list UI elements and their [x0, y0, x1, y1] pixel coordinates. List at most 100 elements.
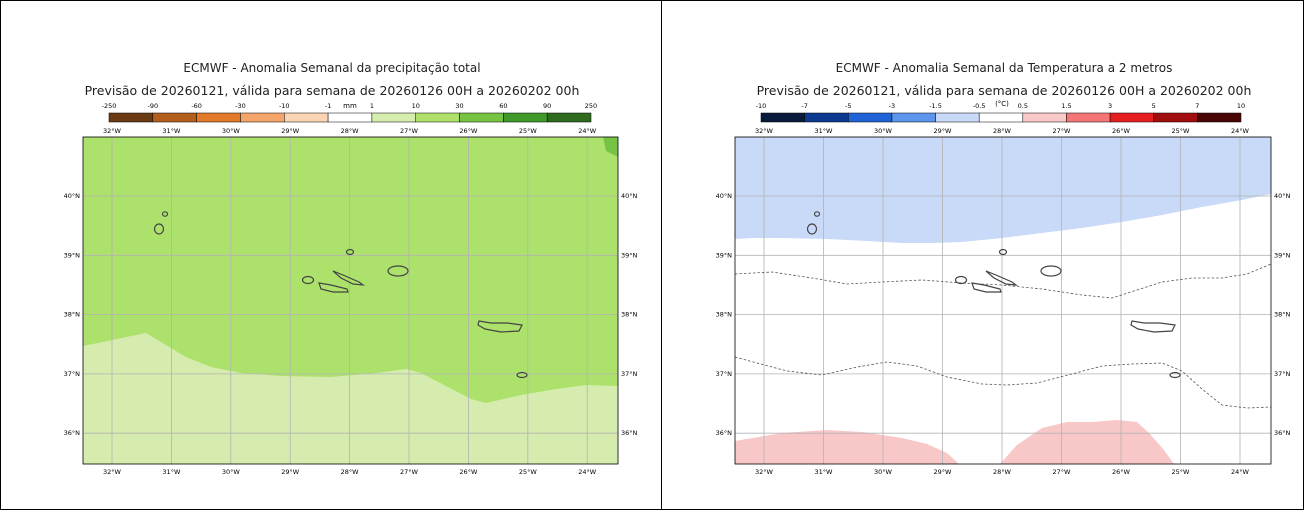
longitude-label: 32°W: [755, 127, 774, 135]
longitude-label: 25°W: [519, 468, 538, 476]
colorbar-segment: [503, 112, 548, 123]
latitude-labels: 40°N 40°N 39°N 39°N 38°N 38°N 37°N 37°N 36°N 36°N: [64, 192, 638, 437]
latitude-label: 39°N: [64, 251, 81, 259]
colorbar-unit: mm: [343, 102, 357, 110]
island-corvo: [161, 211, 169, 217]
longitude-label: 30°W: [874, 468, 893, 476]
island-pico: [971, 282, 1002, 293]
north-cold-anomaly-region: [735, 137, 1271, 243]
longitude-label: 24°W: [1231, 127, 1250, 135]
longitude-label: 27°W: [400, 468, 419, 476]
island-graciosa: [345, 248, 355, 256]
colorbar-tick-label: 60: [499, 102, 507, 110]
colorbar-segment: [1153, 112, 1198, 123]
precipitation-map: [82, 136, 619, 465]
temperature-panel: ECMWF - Anomalia Semanal da Temperatura …: [662, 0, 1304, 510]
colorbar-segment: [546, 112, 592, 123]
temperature-colorbar: -10 -7 -5 -3 -1.5 -0.5 0.5 1.5 3 5 7 10: [756, 102, 1245, 123]
southwest-warm-anomaly-region: [735, 430, 959, 464]
island-santa-maria: [516, 371, 528, 379]
colorbar-segment: [284, 112, 329, 123]
colorbar-segment: [891, 112, 936, 123]
temperature-map: [734, 136, 1272, 465]
colorbar-segment: [804, 112, 849, 123]
colorbar-segment: [240, 112, 285, 123]
island-corvo: [813, 211, 821, 217]
island-sao-jorge: [332, 270, 366, 286]
island-terceira: [1040, 265, 1062, 277]
longitude-label: 26°W: [459, 468, 478, 476]
latitude-label: 40°N: [64, 192, 81, 200]
colorbar-tick-label: -10: [279, 102, 290, 110]
longitude-label: 27°W: [1053, 468, 1072, 476]
contour-line-north: [734, 263, 1272, 299]
colorbar-unit: (°C): [995, 100, 1009, 108]
latitude-label: 36°N: [716, 429, 733, 437]
northeast-anomaly-region: [603, 137, 618, 157]
precipitation-panel: ECMWF - Anomalia Semanal da precipitação…: [0, 0, 662, 510]
panel-title: ECMWF - Anomalia Semanal da Temperatura …: [836, 61, 1173, 75]
colorbar-segment: [1109, 112, 1154, 123]
colorbar-tick-label: -10: [756, 102, 767, 110]
island-flores: [806, 223, 818, 235]
latitude-label: 38°N: [1274, 311, 1291, 319]
longitude-label: 25°W: [1172, 127, 1191, 135]
latitude-label: 37°N: [64, 370, 81, 378]
longitude-label: 31°W: [815, 127, 834, 135]
longitude-label: 29°W: [934, 468, 953, 476]
map-gridlines: [735, 137, 1271, 464]
colorbar-segment: [152, 112, 197, 123]
colorbar-tick-label: -0.5: [973, 102, 986, 110]
longitude-label: 25°W: [1172, 468, 1191, 476]
colorbar-tick-label: 1: [370, 102, 374, 110]
colorbar-tick-label: 10: [1237, 102, 1245, 110]
colorbar-tick-label: -1.5: [929, 102, 942, 110]
colorbar-segment: [459, 112, 504, 123]
longitude-label: 32°W: [103, 127, 122, 135]
latitude-label: 37°N: [1274, 370, 1291, 378]
contour-lines: [734, 263, 1272, 409]
colorbar-tick-label: -1: [325, 102, 331, 110]
latitude-label: 36°N: [64, 429, 81, 437]
longitude-label: 32°W: [755, 468, 774, 476]
latitude-label: 36°N: [1274, 429, 1291, 437]
colorbar-segment: [371, 112, 416, 123]
colorbar-tick-label: -5: [845, 102, 851, 110]
colorbar-tick-label: -250: [102, 102, 117, 110]
latitude-label: 40°N: [1274, 192, 1291, 200]
colorbar-segment: [935, 112, 980, 123]
colorbar-tick-label: 0.5: [1018, 102, 1028, 110]
colorbar-segment: [1066, 112, 1111, 123]
longitude-label: 32°W: [103, 468, 122, 476]
longitude-label: 31°W: [162, 127, 181, 135]
island-outlines: [153, 211, 528, 379]
longitude-labels: 32°W 32°W 31°W 31°W 30°W 30°W 29°W 29°W 28°W 28°W…: [755, 127, 1250, 476]
map-frame: [734, 136, 1272, 465]
longitude-label: 30°W: [874, 127, 893, 135]
longitude-label: 27°W: [1053, 127, 1072, 135]
colorbar-segment: [978, 112, 1024, 123]
latitude-label: 39°N: [621, 251, 638, 259]
longitude-label: 28°W: [341, 127, 360, 135]
island-pico: [318, 282, 349, 293]
latitude-label: 38°N: [621, 311, 638, 319]
latitude-label: 36°N: [621, 429, 638, 437]
latitude-label: 39°N: [1274, 251, 1291, 259]
colorbar-segment: [327, 112, 373, 123]
island-faial: [954, 275, 968, 285]
longitude-label: 31°W: [815, 468, 834, 476]
longitude-label: 27°W: [400, 127, 419, 135]
longitude-label: 28°W: [341, 468, 360, 476]
longitude-label: 24°W: [578, 127, 597, 135]
south-warm-anomaly-region: [1000, 420, 1174, 464]
longitude-label: 26°W: [1112, 127, 1131, 135]
island-outlines: [806, 211, 1181, 379]
latitude-label: 37°N: [716, 370, 733, 378]
longitude-label: 28°W: [993, 127, 1012, 135]
precipitation-colorbar: -250 -90 -60 -30 -10 -1 1 10 30 60 90 250: [102, 102, 597, 123]
panel-title: ECMWF - Anomalia Semanal da precipitação…: [183, 61, 480, 75]
longitude-label: 29°W: [934, 127, 953, 135]
colorbar-tick-label: -7: [801, 102, 807, 110]
latitude-label: 40°N: [621, 192, 638, 200]
